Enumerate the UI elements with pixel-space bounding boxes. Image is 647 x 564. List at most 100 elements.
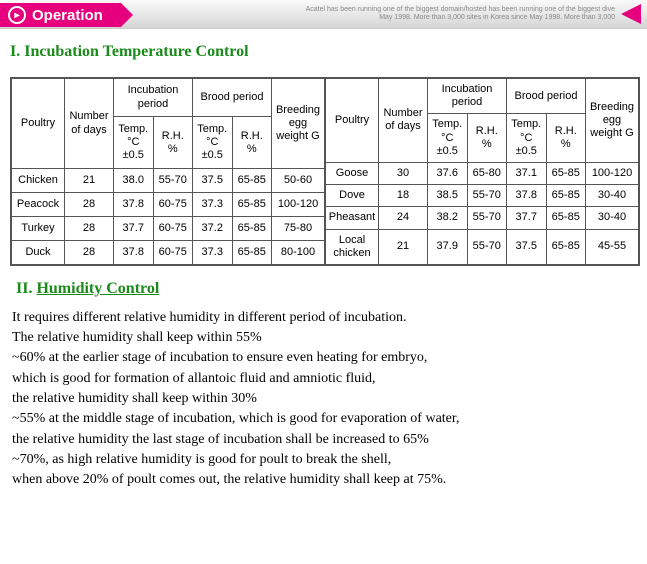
operation-tab: ▸ Operation bbox=[0, 3, 121, 27]
table-row: Chicken2138.055-7037.565-8550-60 bbox=[12, 169, 325, 193]
col-incubation: Incubation period bbox=[114, 79, 193, 117]
cell-weight: 100-120 bbox=[586, 162, 639, 184]
cell-incub-temp: 37.8 bbox=[114, 240, 154, 264]
humidity-paragraph: It requires different relative humidity … bbox=[10, 308, 637, 491]
cell-days: 21 bbox=[379, 229, 428, 264]
table-row: Turkey2837.760-7537.265-8575-80 bbox=[12, 217, 325, 241]
cell-incub-rh: 55-70 bbox=[467, 207, 507, 229]
cell-weight: 30-40 bbox=[586, 185, 639, 207]
cell-days: 28 bbox=[65, 217, 114, 241]
humidity-line: when above 20% of poult comes out, the r… bbox=[12, 470, 637, 490]
col-incub-temp: Temp. °C ±0.5 bbox=[428, 114, 468, 163]
operation-tab-label: Operation bbox=[32, 7, 103, 24]
blurb-line: May 1998. More than 3,000 sites in Korea… bbox=[306, 14, 615, 22]
col-breeding: Breeding egg weight G bbox=[272, 79, 325, 169]
col-incub-temp: Temp. °C ±0.5 bbox=[114, 117, 154, 169]
humidity-line: The relative humidity shall keep within … bbox=[12, 328, 637, 348]
table-row: Pheasant2438.255-7037.765-8530-40 bbox=[326, 207, 639, 229]
cell-incub-rh: 60-75 bbox=[153, 217, 193, 241]
cell-brood-rh: 65-85 bbox=[546, 185, 586, 207]
section1-heading: I. Incubation Temperature Control bbox=[10, 43, 637, 61]
col-incubation: Incubation period bbox=[428, 79, 507, 114]
cell-brood-rh: 65-85 bbox=[232, 193, 272, 217]
cell-incub-temp: 38.5 bbox=[428, 185, 468, 207]
table-row: Duck2837.860-7537.365-8580-100 bbox=[12, 240, 325, 264]
cell-brood-rh: 65-85 bbox=[546, 207, 586, 229]
cell-days: 28 bbox=[65, 240, 114, 264]
cell-days: 28 bbox=[65, 193, 114, 217]
cell-poultry: Duck bbox=[12, 240, 65, 264]
cell-incub-rh: 55-70 bbox=[153, 169, 193, 193]
col-brood: Brood period bbox=[193, 79, 272, 117]
col-brood-temp: Temp. °C ±0.5 bbox=[507, 114, 547, 163]
humidity-line: ~55% at the middle stage of incubation, … bbox=[12, 409, 637, 429]
cell-poultry: Peacock bbox=[12, 193, 65, 217]
cell-brood-temp: 37.5 bbox=[507, 229, 547, 264]
cell-days: 30 bbox=[379, 162, 428, 184]
cell-brood-rh: 65-85 bbox=[232, 169, 272, 193]
cell-weight: 45-55 bbox=[586, 229, 639, 264]
cell-brood-rh: 65-85 bbox=[232, 217, 272, 241]
col-brood-rh: R.H. % bbox=[232, 117, 272, 169]
col-brood-rh: R.H. % bbox=[546, 114, 586, 163]
cell-incub-rh: 55-70 bbox=[467, 185, 507, 207]
table-row: Dove1838.555-7037.865-8530-40 bbox=[326, 185, 639, 207]
humidity-line: ~60% at the earlier stage of incubation … bbox=[12, 348, 637, 368]
cell-brood-temp: 37.5 bbox=[193, 169, 233, 193]
cell-days: 21 bbox=[65, 169, 114, 193]
cell-incub-temp: 38.2 bbox=[428, 207, 468, 229]
cell-poultry: Goose bbox=[326, 162, 379, 184]
cell-incub-temp: 38.0 bbox=[114, 169, 154, 193]
section2-heading: II. Humidity Control bbox=[16, 280, 637, 298]
cell-poultry: Dove bbox=[326, 185, 379, 207]
cell-poultry: Local chicken bbox=[326, 229, 379, 264]
cell-brood-temp: 37.2 bbox=[193, 217, 233, 241]
humidity-line: ~70%, as high relative humidity is good … bbox=[12, 450, 637, 470]
cell-poultry: Chicken bbox=[12, 169, 65, 193]
cell-brood-temp: 37.3 bbox=[193, 240, 233, 264]
content-area: I. Incubation Temperature Control Poultr… bbox=[0, 29, 647, 497]
incubation-tables: PoultryNumber of daysIncubation periodBr… bbox=[10, 77, 640, 266]
cell-incub-rh: 55-70 bbox=[467, 229, 507, 264]
table-row: Peacock2837.860-7537.365-85100-120 bbox=[12, 193, 325, 217]
humidity-line: It requires different relative humidity … bbox=[12, 308, 637, 328]
section2-roman: II. bbox=[16, 280, 32, 297]
col-brood: Brood period bbox=[507, 79, 586, 114]
cell-days: 18 bbox=[379, 185, 428, 207]
cell-incub-rh: 65-80 bbox=[467, 162, 507, 184]
col-incub-rh: R.H. % bbox=[153, 117, 193, 169]
cell-poultry: Turkey bbox=[12, 217, 65, 241]
triangle-icon bbox=[621, 4, 641, 24]
cell-weight: 75-80 bbox=[272, 217, 325, 241]
cell-brood-temp: 37.3 bbox=[193, 193, 233, 217]
cell-weight: 100-120 bbox=[272, 193, 325, 217]
incubation-table-right: PoultryNumber of daysIncubation periodBr… bbox=[325, 78, 639, 265]
section2-title: Humidity Control bbox=[36, 280, 159, 297]
cell-incub-temp: 37.8 bbox=[114, 193, 154, 217]
chevron-right-icon: ▸ bbox=[8, 6, 26, 24]
cell-brood-temp: 37.7 bbox=[507, 207, 547, 229]
humidity-line: the relative humidity the last stage of … bbox=[12, 430, 637, 450]
header-right: Acatel has been running one of the bigge… bbox=[306, 4, 641, 24]
table-row: Goose3037.665-8037.165-85100-120 bbox=[326, 162, 639, 184]
blurb-line: Acatel has been running one of the bigge… bbox=[306, 6, 615, 14]
cell-brood-rh: 65-85 bbox=[546, 162, 586, 184]
cell-brood-rh: 65-85 bbox=[546, 229, 586, 264]
cell-brood-temp: 37.1 bbox=[507, 162, 547, 184]
cell-incub-temp: 37.6 bbox=[428, 162, 468, 184]
cell-weight: 30-40 bbox=[586, 207, 639, 229]
col-poultry: Poultry bbox=[12, 79, 65, 169]
cell-weight: 50-60 bbox=[272, 169, 325, 193]
col-breeding: Breeding egg weight G bbox=[586, 79, 639, 163]
cell-brood-rh: 65-85 bbox=[232, 240, 272, 264]
cell-days: 24 bbox=[379, 207, 428, 229]
cell-weight: 80-100 bbox=[272, 240, 325, 264]
humidity-line: which is good for formation of allantoic… bbox=[12, 369, 637, 389]
cell-incub-temp: 37.9 bbox=[428, 229, 468, 264]
header-bar: ▸ Operation Acatel has been running one … bbox=[0, 0, 647, 29]
cell-brood-temp: 37.8 bbox=[507, 185, 547, 207]
header-blurb: Acatel has been running one of the bigge… bbox=[306, 6, 615, 21]
incubation-table-left: PoultryNumber of daysIncubation periodBr… bbox=[11, 78, 325, 265]
col-days: Number of days bbox=[65, 79, 114, 169]
cell-incub-rh: 60-75 bbox=[153, 240, 193, 264]
